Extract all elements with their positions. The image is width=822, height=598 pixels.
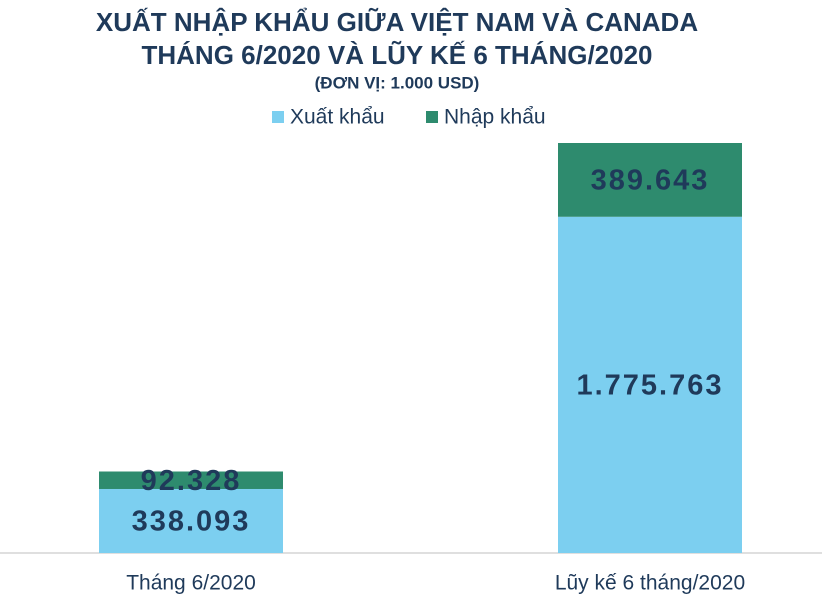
bar-segment	[558, 143, 742, 217]
unit-label: (ĐƠN VỊ: 1.000 USD)	[315, 73, 480, 92]
x-tick-label: Tháng 6/2020	[126, 572, 256, 595]
value-label: 92.328	[141, 465, 242, 497]
legend-label: Xuất khẩu	[290, 106, 385, 129]
value-label: 1.775.763	[576, 370, 723, 402]
bar-segment	[558, 216, 742, 553]
value-label: 389.643	[591, 165, 710, 197]
legend-swatch	[272, 111, 284, 123]
x-tick-label: Lũy kế 6 tháng/2020	[555, 572, 745, 595]
legend-label: Nhập khẩu	[444, 106, 546, 129]
legend-swatch	[426, 111, 438, 123]
chart-subtitle: THÁNG 6/2020 VÀ LŨY KẾ 6 THÁNG/2020	[141, 40, 652, 70]
chart-title: XUẤT NHẬP KHẨU GIỮA VIỆT NAM VÀ CANADA	[96, 7, 698, 37]
bar-segment	[99, 488, 283, 553]
value-label: 338.093	[132, 506, 251, 538]
bar-segment	[99, 471, 283, 489]
